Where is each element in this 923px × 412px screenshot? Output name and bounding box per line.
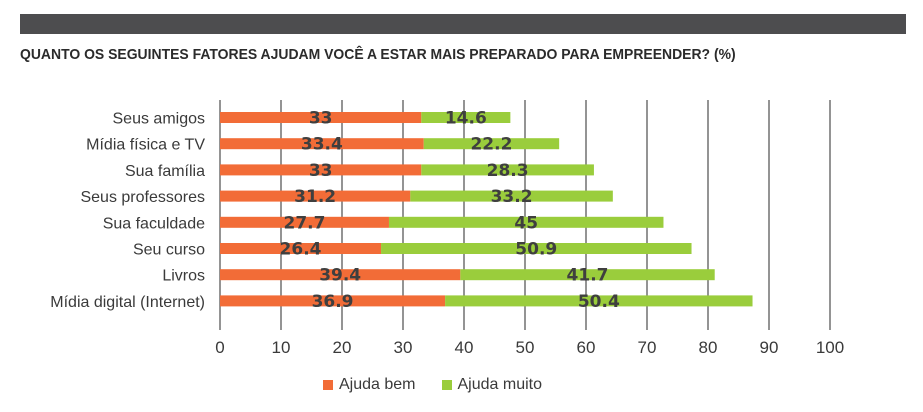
category-label-seus-amigos: Seus amigos bbox=[113, 111, 206, 128]
data-label-ajuda-muito-seu-curso: 50.9 bbox=[515, 240, 557, 260]
data-label-ajuda-muito-midia-fisica-e-tv: 22.2 bbox=[470, 135, 512, 155]
category-label-sua-faculdade: Sua faculdade bbox=[103, 215, 205, 232]
x-tick-label: 40 bbox=[455, 338, 474, 357]
legend-item-ajuda-bem: Ajuda bem bbox=[323, 376, 416, 394]
data-label-ajuda-bem-midia-digital-internet: 36.9 bbox=[312, 292, 354, 312]
bar-ajuda-muito-seus-amigos bbox=[421, 112, 511, 123]
data-label-ajuda-bem-seus-amigos: 33 bbox=[309, 109, 333, 129]
legend-swatch-ajuda-bem bbox=[323, 380, 333, 390]
legend-label-ajuda-muito: Ajuda muito bbox=[457, 376, 543, 393]
legend-item-ajuda-muito: Ajuda muito bbox=[441, 376, 543, 394]
data-label-ajuda-muito-sua-familia: 28.3 bbox=[487, 161, 529, 181]
bar-ajuda-bem-seus-amigos bbox=[220, 112, 422, 123]
category-label-midia-fisica-e-tv: Mídia física e TV bbox=[86, 137, 205, 154]
data-label-ajuda-bem-seus-professores: 31.2 bbox=[294, 187, 336, 207]
bar-ajuda-bem-sua-familia bbox=[220, 164, 422, 176]
data-label-ajuda-bem-sua-faculdade: 27.7 bbox=[284, 213, 326, 233]
x-tick-label: 10 bbox=[272, 338, 291, 357]
bar-ajuda-muito-livros bbox=[460, 269, 715, 281]
bar-ajuda-muito-midia-digital-internet bbox=[445, 295, 753, 307]
bar-ajuda-bem-seu-curso bbox=[220, 243, 382, 254]
x-tick-label: 20 bbox=[333, 338, 352, 357]
data-label-ajuda-muito-seus-professores: 33.2 bbox=[491, 187, 533, 207]
data-label-ajuda-muito-midia-digital-internet: 50.4 bbox=[578, 292, 620, 312]
bar-ajuda-muito-sua-familia bbox=[421, 164, 594, 176]
bar-ajuda-muito-midia-fisica-e-tv bbox=[423, 138, 560, 150]
x-tick-label: 90 bbox=[760, 338, 779, 357]
bar-ajuda-muito-seus-professores bbox=[410, 190, 613, 202]
x-tick-label: 100 bbox=[816, 338, 844, 357]
bar-ajuda-bem-midia-digital-internet bbox=[220, 295, 446, 307]
data-label-ajuda-bem-sua-familia: 33 bbox=[309, 161, 333, 181]
x-tick-label: 50 bbox=[516, 338, 535, 357]
data-label-ajuda-muito-livros: 41.7 bbox=[567, 266, 609, 286]
data-label-ajuda-bem-seu-curso: 26.4 bbox=[280, 240, 322, 260]
bar-ajuda-muito-sua-faculdade bbox=[388, 216, 664, 228]
category-label-seu-curso: Seu curso bbox=[133, 242, 205, 259]
data-label-ajuda-bem-livros: 39.4 bbox=[319, 266, 361, 286]
x-tick-label: 30 bbox=[394, 338, 413, 357]
data-label-ajuda-muito-sua-faculdade: 45 bbox=[514, 213, 538, 233]
chart-title: QUANTO OS SEGUINTES FATORES AJUDAM VOCÊ … bbox=[20, 46, 736, 63]
x-tick-label: 0 bbox=[215, 338, 224, 357]
x-tick-label: 70 bbox=[638, 338, 657, 357]
data-label-ajuda-bem-midia-fisica-e-tv: 33.4 bbox=[301, 135, 343, 155]
category-label-livros: Livros bbox=[162, 268, 205, 285]
bar-ajuda-muito-seu-curso bbox=[381, 243, 692, 254]
legend: Ajuda bem Ajuda muito bbox=[323, 376, 542, 394]
bar-ajuda-bem-sua-faculdade bbox=[220, 216, 389, 228]
bar-ajuda-bem-livros bbox=[220, 269, 461, 281]
data-label-ajuda-muito-seus-amigos: 14.6 bbox=[445, 109, 487, 129]
category-label-seus-professores: Seus professores bbox=[80, 189, 205, 206]
x-tick-label: 80 bbox=[699, 338, 718, 357]
legend-swatch-ajuda-muito bbox=[441, 380, 452, 390]
x-tick-label: 60 bbox=[577, 338, 596, 357]
bar-ajuda-bem-seus-professores bbox=[220, 190, 411, 202]
header-bar bbox=[20, 14, 906, 34]
category-label-midia-digital-internet: Mídia digital (Internet) bbox=[50, 294, 205, 311]
legend-label-ajuda-bem: Ajuda bem bbox=[339, 376, 416, 393]
category-label-sua-familia: Sua família bbox=[125, 163, 205, 180]
bar-ajuda-bem-midia-fisica-e-tv bbox=[220, 138, 424, 150]
